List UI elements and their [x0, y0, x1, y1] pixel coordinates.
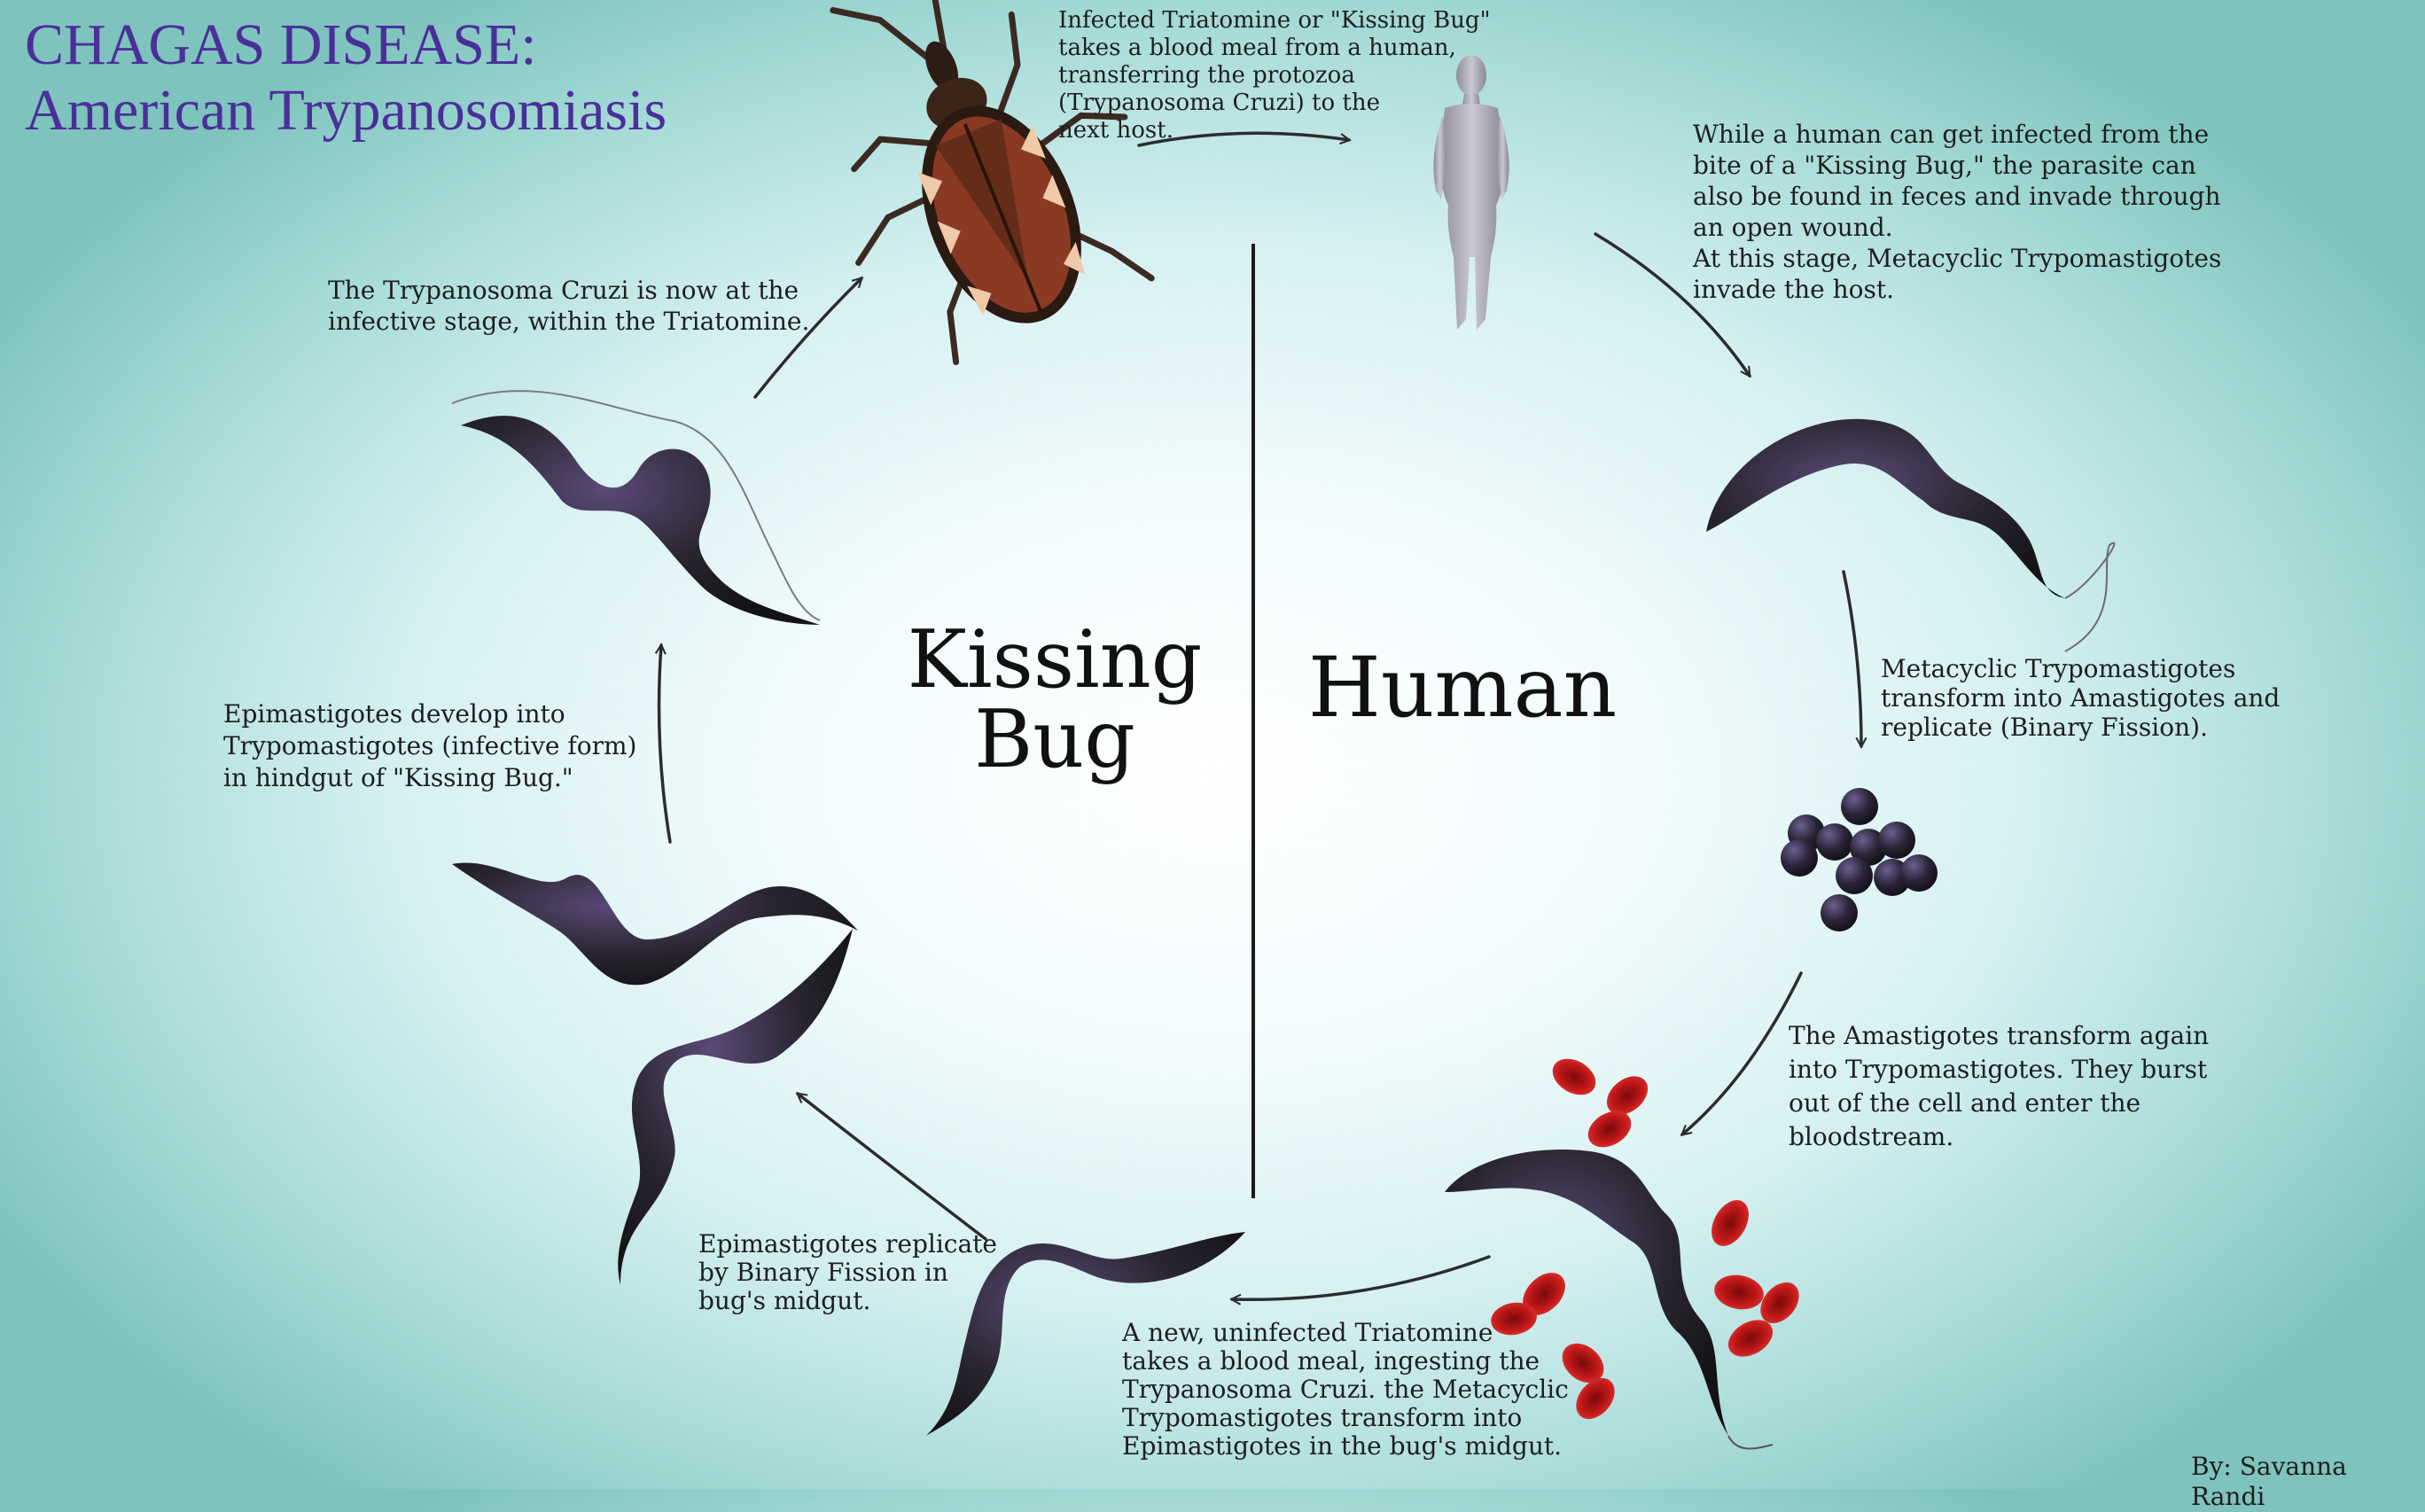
arrow-amastigote-to-bloodstream — [1682, 971, 1803, 1134]
step-amastigote-replication: Metacyclic Trypomastigotes transform int… — [1881, 654, 2281, 742]
step-human-infection: While a human can get infected from the … — [1693, 120, 2222, 304]
author-credit: By: Savanna Randi — [2191, 1452, 2347, 1511]
arrow-develop-to-infective — [659, 645, 672, 844]
amastigote-cluster-icon — [1781, 788, 1938, 931]
arrow-human-to-trypomastigote — [1594, 232, 1751, 376]
red-blood-cells-icon — [1491, 1058, 1799, 1420]
arrow-bug-to-human — [1137, 131, 1349, 147]
arrow-replicate-to-develop — [798, 1094, 987, 1241]
page-title: CHAGAS DISEASE: American Trypanosomiasis — [25, 12, 667, 144]
kissing-bug-icon — [830, 0, 1155, 365]
step-epimastigotes-replicate: Epimastigotes replicate by Binary Fissio… — [698, 1229, 997, 1315]
epimastigotes-replicating-icon — [452, 862, 858, 1285]
step-epimastigotes-develop: Epimastigotes develop into Trypomastigot… — [223, 699, 637, 792]
step-bloodstream: The Amastigotes transform again into Try… — [1789, 1021, 2210, 1151]
human-side-label: Human — [1307, 640, 1618, 737]
arrow-trypomastigote-to-amastigote — [1842, 570, 1861, 746]
title-line-2: American Trypanosomiasis — [25, 78, 667, 143]
kissing-bug-side-label: Kissing Bug — [907, 613, 1203, 786]
step-blood-meal-infected: Infected Triatomine or "Kissing Bug" tak… — [1058, 7, 1491, 144]
cycle-arrows — [659, 131, 1861, 1299]
ingested-trypomastigote-icon — [926, 1232, 1245, 1436]
arrow-bloodstream-to-bug — [1232, 1255, 1491, 1299]
bloodstream-trypomastigote-icon — [1445, 1150, 1774, 1450]
title-line-1: CHAGAS DISEASE: — [25, 12, 537, 77]
step-infective-stage: The Trypanosoma Cruzi is now at the infe… — [328, 276, 810, 336]
arrow-infective-to-bug — [753, 278, 862, 399]
metacyclic-trypomastigote-icon — [1706, 418, 2116, 652]
step-new-triatomine: A new, uninfected Triatomine takes a blo… — [1122, 1318, 1569, 1461]
human-figure-icon — [1433, 55, 1509, 330]
infective-trypomastigote-icon — [451, 390, 821, 625]
